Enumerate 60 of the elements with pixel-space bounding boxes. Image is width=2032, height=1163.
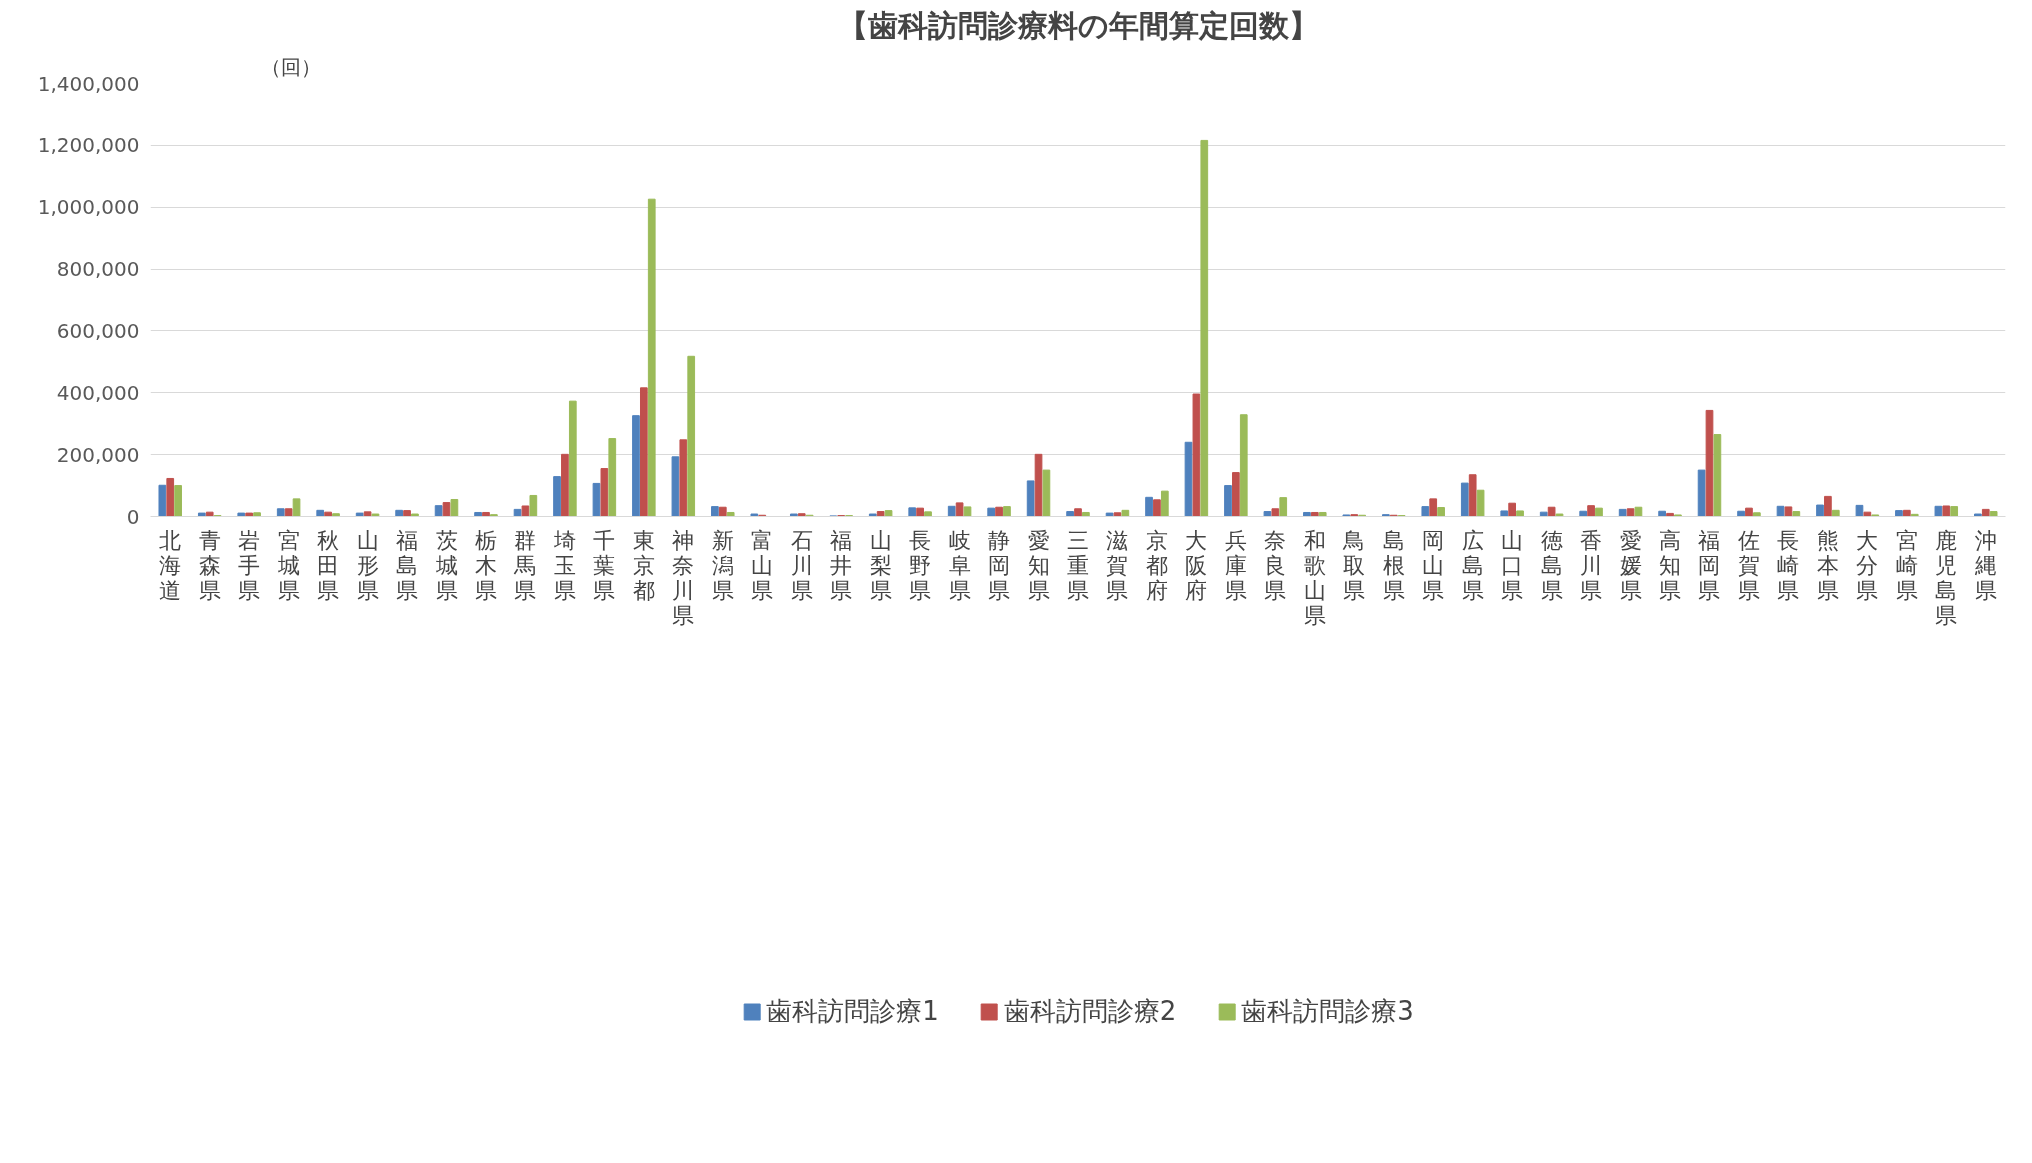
x-tick-label: 鹿児島県: [1935, 527, 1958, 628]
x-tick-label: 兵庫県: [1224, 527, 1247, 603]
x-tick-label: 岡山県: [1422, 527, 1445, 603]
legend-label: 歯科訪問診療1: [766, 994, 939, 1028]
x-tick-label: 大分県: [1856, 527, 1879, 603]
x-tick-label: 秋田県: [317, 527, 340, 603]
x-tick-label: 山形県: [356, 527, 379, 603]
x-tick-label: 広島県: [1461, 527, 1484, 603]
x-tick-label: 岐阜県: [948, 527, 971, 603]
y-tick-label: 1,400,000: [37, 71, 140, 96]
x-tick-label: 佐賀県: [1737, 527, 1760, 603]
x-tick-label: 富山県: [751, 527, 774, 603]
x-tick-label: 高知県: [1659, 527, 1682, 603]
x-tick-label: 和歌山県: [1303, 527, 1326, 628]
x-tick-label: 新潟県: [711, 527, 734, 603]
x-tick-label: 宮崎県: [1895, 527, 1918, 603]
x-tick-label: 大阪府: [1185, 527, 1208, 603]
x-tick-label: 栃木県: [474, 527, 497, 603]
x-tick-label: 愛媛県: [1619, 527, 1642, 603]
x-tick-label: 長野県: [909, 527, 932, 603]
x-tick-label: 滋賀県: [1106, 527, 1129, 603]
x-tick-label: 鳥取県: [1342, 527, 1366, 603]
y-tick-label: 0: [126, 504, 140, 529]
y-tick-label: 1,000,000: [37, 195, 140, 220]
x-tick-label: 茨城県: [434, 527, 458, 603]
y-axis-title: （回）: [260, 54, 321, 79]
x-tick-label: 奈良県: [1264, 527, 1287, 603]
x-tick-label: 静岡県: [988, 527, 1011, 603]
x-tick-label: 島根県: [1382, 527, 1405, 603]
x-tick-label: 福井県: [830, 527, 853, 603]
x-tick-label: 宮城県: [276, 527, 300, 603]
y-tick-label: 400,000: [56, 380, 140, 405]
x-tick-label: 熊本県: [1816, 527, 1839, 603]
y-tick-label: 1,200,000: [37, 133, 140, 158]
x-tick-label: 福島県: [396, 527, 419, 603]
x-tick-label: 群馬県: [513, 527, 537, 603]
x-tick-label: 福岡県: [1698, 527, 1721, 603]
chart-title: 【歯科訪問診療料の年間算定回数】: [837, 7, 1319, 43]
x-tick-label: 愛知県: [1027, 527, 1050, 603]
x-tick-label: 三重県: [1067, 527, 1089, 603]
x-tick-label: 千葉県: [593, 527, 616, 603]
x-tick-label: 香川県: [1580, 527, 1603, 603]
y-tick-label: 800,000: [56, 257, 140, 282]
x-tick-label: 埼玉県: [552, 527, 576, 603]
x-tick-label: 東京都: [632, 527, 655, 603]
legend-label: 歯科訪問診療2: [1003, 994, 1177, 1028]
x-tick-label: 山梨県: [869, 527, 892, 603]
x-tick-label: 岩手県: [238, 527, 261, 603]
x-tick-label: 青森県: [198, 527, 221, 603]
x-tick-label: 北海道: [159, 527, 182, 603]
x-tick-label: 山口県: [1501, 527, 1524, 603]
x-tick-label: 京都府: [1145, 527, 1168, 603]
legend-label: 歯科訪問診療3: [1241, 994, 1414, 1028]
x-tick-label: 徳島県: [1540, 527, 1563, 603]
x-tick-label: 神奈川県: [672, 527, 695, 628]
y-tick-label: 200,000: [56, 442, 140, 467]
x-tick-label: 沖縄県: [1973, 527, 1997, 603]
y-tick-label: 600,000: [56, 318, 140, 343]
x-tick-label: 長崎県: [1777, 527, 1800, 603]
x-tick-label: 石川県: [790, 527, 813, 603]
